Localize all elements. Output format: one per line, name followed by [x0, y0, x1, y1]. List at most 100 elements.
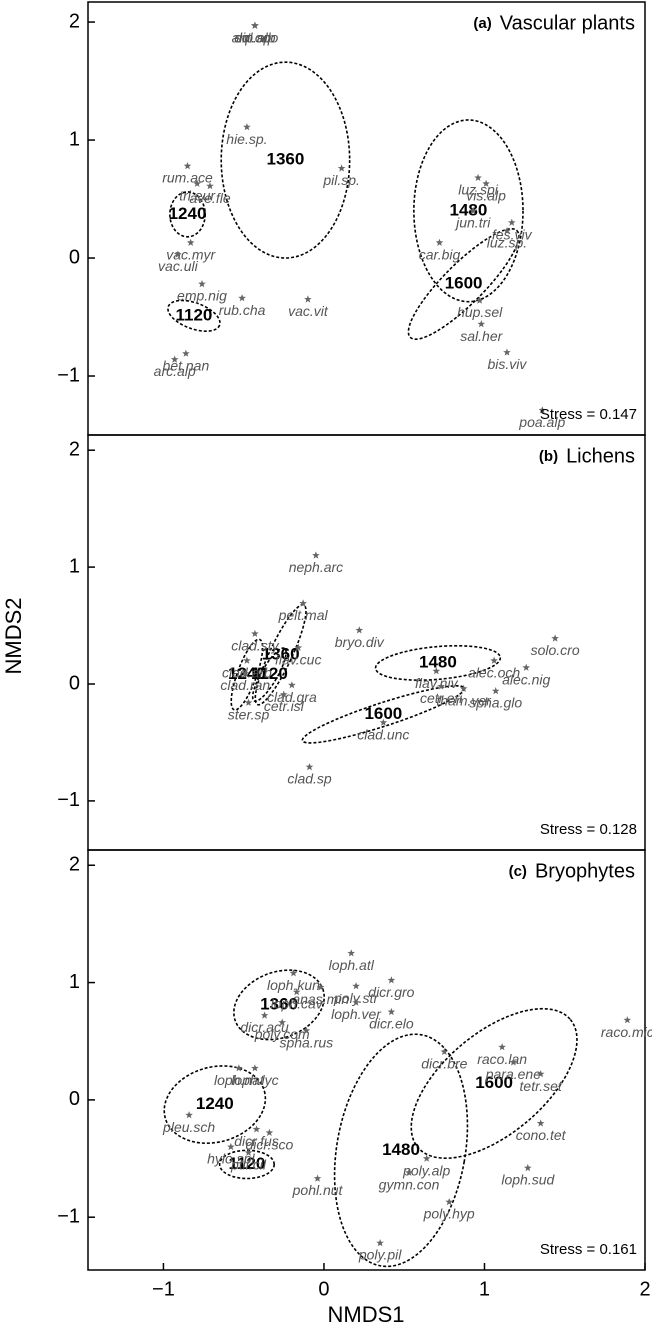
species-point — [347, 949, 356, 957]
species-label: poly.hyp — [423, 1206, 475, 1222]
x-tick-label: −1 — [152, 1278, 175, 1300]
species-point — [459, 684, 468, 692]
group-label: 1240 — [169, 204, 207, 223]
species-label: loph.atl — [329, 957, 375, 973]
species-label: vac.uli — [158, 258, 199, 274]
species-point — [422, 1154, 431, 1162]
species-point — [475, 296, 484, 304]
species-label: pelt.mal — [278, 607, 329, 623]
species-label: ave.fle — [189, 190, 230, 206]
group-label: 1360 — [267, 150, 305, 169]
species-label: rum.ace — [162, 170, 213, 186]
species-point — [252, 1125, 261, 1133]
species-point — [182, 349, 190, 357]
species-label: cetr.isl — [264, 698, 305, 714]
species-point — [432, 667, 441, 675]
species-point — [491, 687, 500, 695]
species-point — [198, 280, 206, 288]
y-tick-label: −1 — [57, 1205, 80, 1227]
species-point — [387, 1007, 396, 1016]
y-tick-label: 1 — [69, 555, 80, 577]
group-label: 1120 — [175, 305, 212, 324]
species-point — [508, 218, 516, 226]
species-point — [337, 164, 346, 172]
species-label: pohl.nut — [292, 1182, 344, 1198]
species-label: tetr.set — [520, 1078, 563, 1094]
stress-label: Stress = 0.128 — [540, 821, 637, 838]
group-ellipse — [374, 644, 502, 681]
x-tick-label: 2 — [639, 1278, 650, 1300]
y-tick-label: 2 — [69, 10, 80, 32]
plot-frame — [87, 849, 646, 1271]
species-point — [292, 988, 301, 996]
species-point — [241, 669, 250, 677]
species-point — [278, 1018, 286, 1026]
species-point — [435, 238, 444, 246]
species-label: hie.sp. — [226, 131, 267, 147]
species-point — [174, 250, 182, 258]
species-label: loph.cav — [271, 996, 324, 1012]
species-label: luz.spi — [458, 181, 499, 197]
species-point — [440, 1047, 449, 1055]
species-label: sol.sp. — [235, 29, 275, 45]
species-label: sal.her — [460, 328, 503, 344]
group-label: 1600 — [445, 273, 483, 292]
species-point — [352, 982, 360, 990]
group-label: 1600 — [475, 1073, 513, 1092]
group-ellipse — [251, 647, 287, 703]
y-tick-label: −1 — [57, 364, 80, 386]
species-label: fes.viv — [492, 226, 533, 242]
species-point — [183, 162, 192, 170]
species-point — [387, 976, 396, 984]
species-label: poly.pil — [358, 1247, 402, 1263]
group-label: 1600 — [364, 704, 402, 723]
species-label: loph.ver — [331, 1006, 382, 1022]
species-point — [193, 179, 201, 187]
species-point — [536, 1070, 545, 1078]
group-label: 1120 — [228, 1154, 265, 1173]
species-point — [280, 690, 288, 698]
species-point — [509, 1058, 518, 1066]
stress-label: Stress = 0.147 — [540, 406, 637, 423]
species-point — [538, 406, 547, 414]
group-label: 1360 — [260, 994, 298, 1013]
species-label: dicr.fus — [234, 1133, 279, 1149]
species-point — [170, 355, 179, 363]
species-label: dicr.sco — [246, 1136, 294, 1152]
x-tick-label: 1 — [479, 1278, 490, 1300]
species-point — [299, 599, 307, 607]
species-label: vis.alp — [466, 187, 506, 203]
species-point — [288, 681, 296, 689]
species-point — [522, 663, 530, 671]
group-ellipse — [413, 119, 524, 303]
species-point — [503, 348, 511, 356]
species-label: dicr.bre — [421, 1055, 467, 1071]
species-point — [304, 295, 312, 303]
species-label: cono.tet — [516, 1127, 567, 1143]
species-label: neph.arc — [289, 559, 343, 575]
species-point — [312, 551, 320, 559]
group-ellipse — [218, 1149, 276, 1180]
y-tick-label: 1 — [69, 128, 80, 150]
species-label: clad.gra — [267, 689, 317, 705]
species-point — [524, 1163, 532, 1172]
species-label: tri.eur — [179, 187, 216, 203]
species-label: dicr.gro — [368, 984, 414, 1000]
species-point — [503, 226, 511, 235]
group-label: 1480 — [419, 652, 457, 671]
species-label: loph.kun — [267, 977, 320, 993]
panel-tag: (a) — [473, 15, 491, 32]
species-point — [185, 1111, 193, 1119]
species-point — [251, 21, 259, 29]
species-point — [251, 629, 259, 637]
species-label: clad.ran — [220, 677, 270, 693]
species-point — [243, 656, 251, 664]
species-label: ptil.cil — [230, 1156, 267, 1172]
species-label: anas.min — [292, 991, 349, 1007]
panel-title: Vascular plants — [500, 12, 635, 34]
species-point — [474, 173, 482, 181]
species-point — [227, 1142, 235, 1151]
group-ellipse — [407, 227, 520, 340]
x-tick-label: 0 — [318, 1278, 329, 1300]
